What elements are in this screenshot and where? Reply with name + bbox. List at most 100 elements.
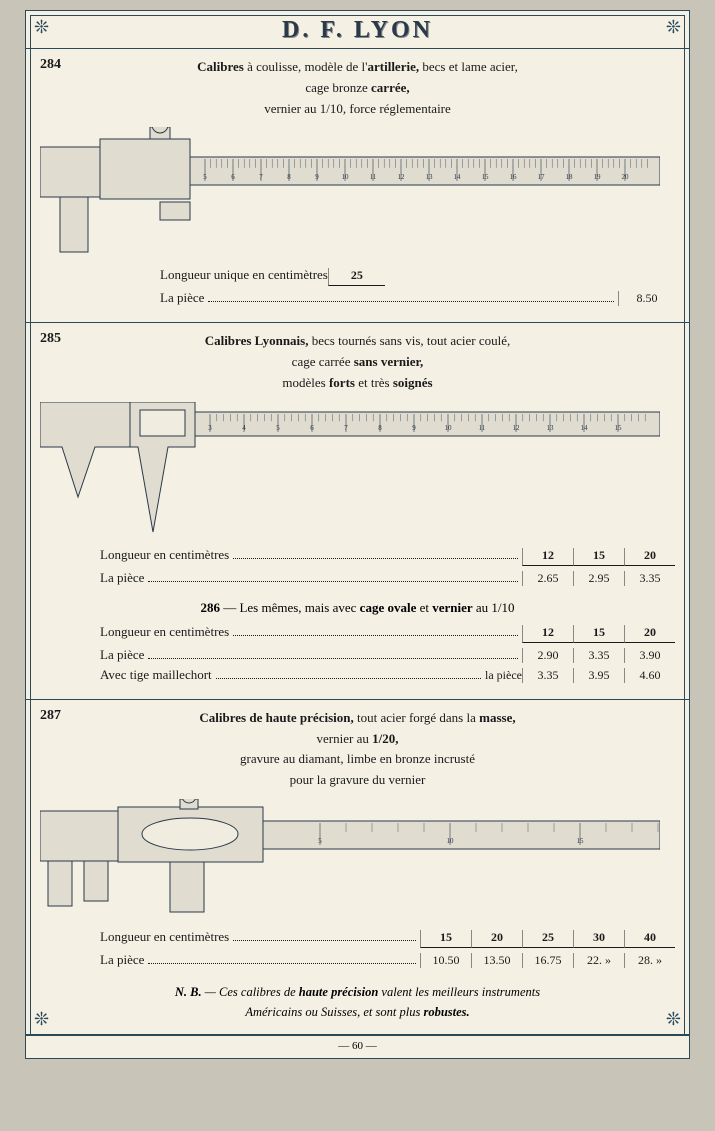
catalogue-page: ❊ ❊ D. F. LYON 284 Calibres à coulisse, … — [25, 10, 690, 1059]
desc-bold: cage ovale — [360, 600, 417, 615]
svg-text:5: 5 — [276, 424, 280, 432]
caliper-287-illustration: 51015 — [40, 799, 660, 919]
spec-cell: 15 — [573, 548, 624, 566]
desc-bold: soignés — [393, 375, 433, 390]
svg-text:15: 15 — [615, 424, 623, 432]
spec-extra-row: Avec tige maillechort la pièce 3.353.954… — [40, 667, 675, 683]
spec-values: 10.5013.5016.7522. »28. » — [420, 953, 675, 968]
desc-text: — Les mêmes, mais avec — [220, 600, 360, 615]
spec-cell: 4.60 — [624, 668, 675, 683]
spec-cell: 20 — [471, 930, 522, 948]
spec-cell: 40 — [624, 930, 675, 948]
leader-dots — [208, 301, 614, 302]
spec-cell: 2.65 — [522, 571, 573, 586]
svg-text:11: 11 — [479, 424, 486, 432]
spec-cell: 3.95 — [573, 668, 624, 683]
spec-label: Longueur en centimètres — [100, 624, 229, 640]
desc-text: et très — [355, 375, 393, 390]
svg-text:15: 15 — [482, 173, 490, 181]
spec-cell: 10.50 — [420, 953, 471, 968]
spec-cell: 12 — [522, 548, 573, 566]
spec-label: Longueur unique en centimètres — [160, 267, 328, 283]
nb-text: — Ces calibres de — [202, 985, 299, 999]
item-number: 285 — [40, 331, 61, 347]
desc-text: cage carrée — [292, 354, 354, 369]
spec-cell: 3.35 — [624, 571, 675, 586]
item-286-subheading: 286 — Les mêmes, mais avec cage ovale et… — [40, 600, 675, 616]
svg-text:11: 11 — [370, 173, 377, 181]
svg-text:7: 7 — [259, 173, 263, 181]
desc-text: au 1/10 — [473, 600, 515, 615]
spec-values: 8.50 — [618, 291, 675, 306]
corner-ornament-bl: ❊ — [34, 1009, 49, 1030]
spec-length-row: Longueur en centimètres 1520253040 — [40, 929, 675, 948]
spec-length-row: Longueur unique en centimètres 25 — [40, 267, 675, 286]
svg-text:9: 9 — [315, 173, 319, 181]
desc-text: vernier au — [317, 731, 373, 746]
svg-text:3: 3 — [208, 424, 212, 432]
spec-values: 2.903.353.90 — [522, 648, 675, 663]
item-description: Calibres Lyonnais, becs tournés sans vis… — [40, 331, 675, 393]
desc-bold: 1/20, — [372, 731, 398, 746]
svg-text:10: 10 — [447, 837, 455, 845]
spec-cell: 3.90 — [624, 648, 675, 663]
svg-text:10: 10 — [342, 173, 350, 181]
spec-cell: 20 — [624, 548, 675, 566]
spec-values: 3.353.954.60 — [522, 668, 675, 683]
svg-text:13: 13 — [547, 424, 555, 432]
svg-text:12: 12 — [398, 173, 406, 181]
desc-bold: artillerie, — [368, 59, 420, 74]
desc-text: tout acier forgé dans la — [354, 710, 479, 725]
item-number: 284 — [40, 57, 61, 73]
svg-text:19: 19 — [594, 173, 602, 181]
svg-text:17: 17 — [538, 173, 546, 181]
desc-text: pour la gravure du vernier — [290, 772, 426, 787]
desc-text: becs et lame acier, — [419, 59, 518, 74]
spec-cell: 15 — [420, 930, 471, 948]
nb-bold: haute précision — [299, 985, 379, 999]
spec-values: 121520 — [522, 548, 675, 566]
spec-cell: 22. » — [573, 953, 624, 968]
spec-length-row: Longueur en centimètres 121520 — [40, 547, 675, 566]
item-description: Calibres de haute précision, tout acier … — [40, 708, 675, 791]
page-number: — 60 — — [338, 1040, 377, 1052]
svg-text:12: 12 — [513, 424, 521, 432]
spec-values: 121520 — [522, 625, 675, 643]
spec-cell: 3.35 — [522, 668, 573, 683]
page-header: D. F. LYON — [26, 11, 689, 49]
nota-bene: N. B. — Ces calibres de haute précision … — [40, 982, 675, 1022]
desc-text: et — [416, 600, 432, 615]
nb-text: Américains ou Suisses, et sont plus — [245, 1005, 423, 1019]
spec-values: 25 — [328, 268, 385, 286]
spec-values: 2.652.953.35 — [522, 571, 675, 586]
svg-text:5: 5 — [318, 837, 322, 845]
svg-text:18: 18 — [566, 173, 574, 181]
desc-bold: carrée, — [371, 80, 410, 95]
spec-cell: 15 — [573, 625, 624, 643]
spec-cell: 2.90 — [522, 648, 573, 663]
svg-text:8: 8 — [378, 424, 382, 432]
spec-cell: 20 — [624, 625, 675, 643]
svg-text:9: 9 — [412, 424, 416, 432]
desc-text: modèles — [282, 375, 329, 390]
item-description: Calibres à coulisse, modèle de l'artille… — [40, 57, 675, 119]
svg-text:14: 14 — [454, 173, 462, 181]
leader-dots — [233, 558, 518, 559]
spec-label: Longueur en centimètres — [100, 929, 229, 945]
spec-values: 1520253040 — [420, 930, 675, 948]
leader-dots — [233, 635, 518, 636]
caliper-284-illustration: 567891011121314151617181920 — [40, 127, 660, 257]
nb-prefix: N. B. — [175, 985, 202, 999]
svg-text:10: 10 — [445, 424, 453, 432]
spec-cell: 28. » — [624, 953, 675, 968]
item-284: 284 Calibres à coulisse, modèle de l'art… — [26, 49, 689, 323]
desc-bold: vernier — [432, 600, 472, 615]
spec-cell: 16.75 — [522, 953, 573, 968]
desc-bold: Calibres Lyonnais, — [205, 333, 309, 348]
svg-text:16: 16 — [510, 173, 518, 181]
spec-cell: 30 — [573, 930, 624, 948]
spec-cell: 25 — [328, 268, 385, 286]
svg-text:6: 6 — [310, 424, 314, 432]
spec-label: Avec tige maillechort — [100, 667, 212, 683]
spec-label: La pièce — [100, 952, 144, 968]
